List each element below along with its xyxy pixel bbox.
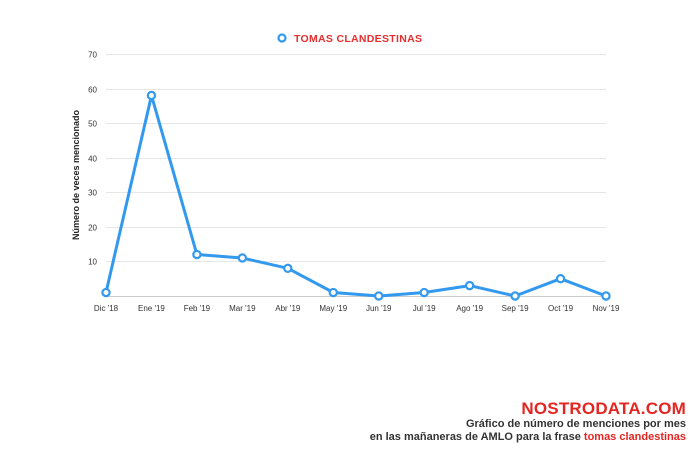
data-point[interactable] [555,274,566,284]
x-tick-label: Ene '19 [138,304,165,313]
data-points [101,90,611,301]
x-tick-label: Feb '19 [184,304,211,313]
caption-highlight: tomas clandestinas [583,431,686,443]
y-tick-label: 50 [88,120,97,129]
data-point[interactable] [237,253,248,263]
y-tick-label: 60 [88,86,97,95]
legend[interactable]: TOMAS CLANDESTINAS [277,33,423,45]
x-tick-label: Abr '19 [275,304,301,313]
data-point[interactable] [146,90,157,101]
x-tick-label: Sep '19 [502,304,529,313]
x-tick-label: Dic '18 [94,304,119,313]
y-tick-label: 20 [88,224,97,233]
x-tick-label: Jun '19 [366,304,392,313]
data-point[interactable] [101,287,111,298]
data-point[interactable] [192,249,202,260]
data-point[interactable] [374,291,384,301]
data-point[interactable] [601,291,611,301]
x-tick-label: Oct '19 [548,304,574,313]
data-point[interactable] [510,291,520,301]
y-tick-label: 40 [88,155,97,164]
data-point[interactable] [464,280,475,291]
gridlines [106,54,606,262]
brand-logo[interactable]: NOSTRODATA.COM [521,399,686,418]
data-point[interactable] [328,287,338,298]
x-tick-label: Jul '19 [413,304,436,313]
y-tick-label: 10 [88,258,97,267]
caption-line-1: Gráfico de número de menciones por mes [465,418,686,430]
caption-line-2: en las mañaneras de AMLO para la frase t… [370,431,686,444]
x-tick-label: Ago '19 [456,304,483,313]
x-tick-label: Mar '19 [229,304,256,313]
series-line [104,94,607,298]
y-tick-label: 30 [88,189,97,198]
y-axis-label: Número de veces mencionado [71,109,81,240]
legend-label: TOMAS CLANDESTINAS [294,33,422,45]
x-axis-ticks: Dic '18 Ene '19 Feb '19 Mar '19 Abr '19 May '… [94,304,620,313]
footer: NOSTRODATA.COM Gráfico de número de menc… [370,400,686,444]
y-axis-ticks: 10 20 30 40 50 60 70 [88,51,97,267]
x-tick-label: May '19 [319,304,347,313]
x-tick-label: Nov '19 [593,304,620,313]
data-point[interactable] [419,287,429,298]
legend-marker-icon [277,33,287,43]
data-point[interactable] [283,263,293,274]
y-tick-label: 70 [88,51,97,60]
caption-prefix: en las mañaneras de AMLO para la frase [369,431,584,443]
